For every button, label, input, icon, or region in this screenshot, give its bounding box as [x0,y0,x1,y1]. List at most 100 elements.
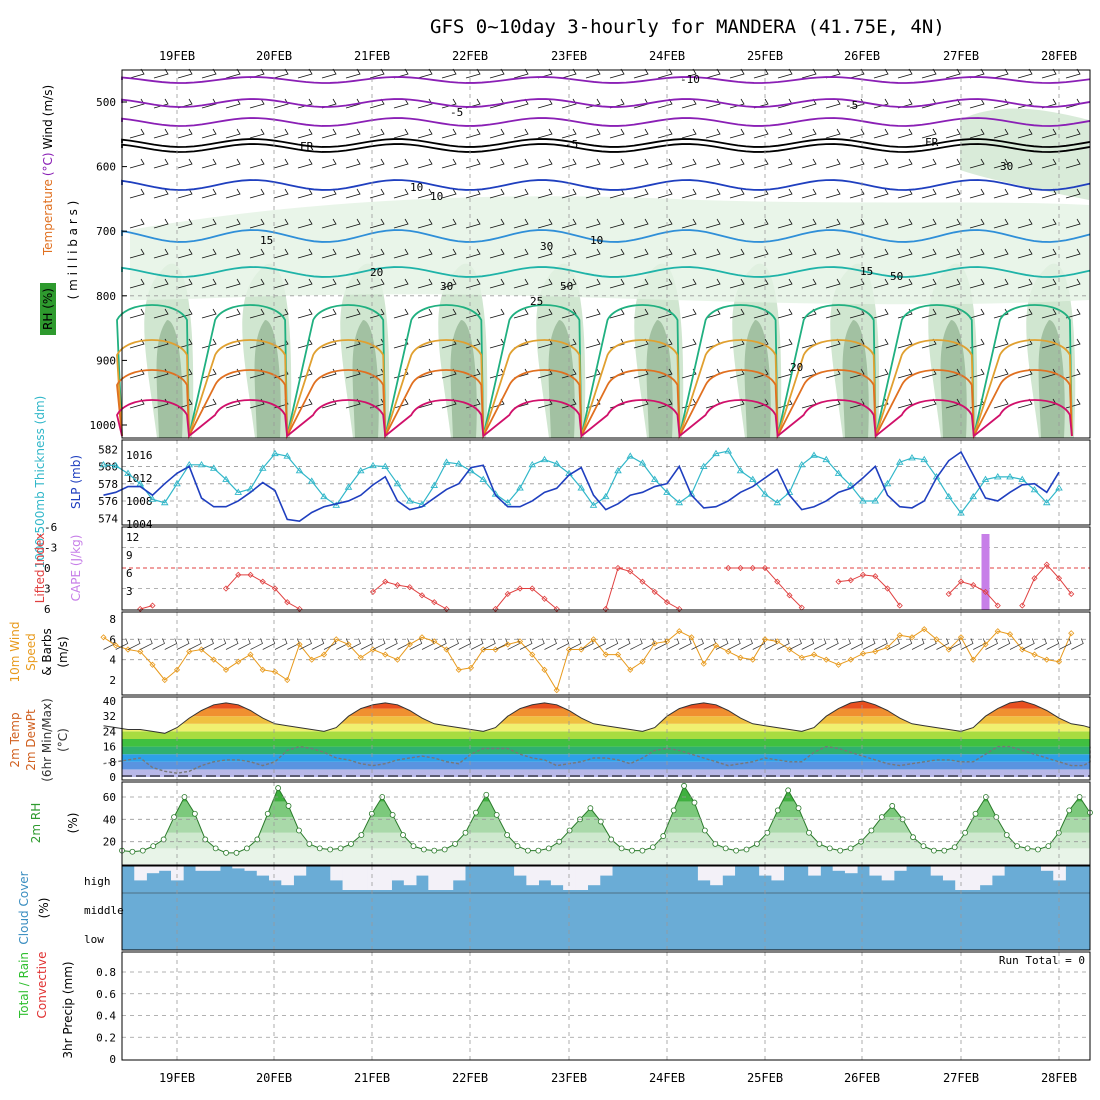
wind-barb [345,68,361,79]
wind-barb [729,128,745,139]
wind-barb [201,68,217,79]
isotherm-label: 20 [790,361,803,374]
wind-barb [393,218,409,229]
wind-barb [345,308,361,319]
top-date-label: 25FEB [747,49,783,63]
wind-barb [1041,278,1057,289]
wind-barb [273,128,289,139]
thickness-point [197,460,206,468]
wind-barb [417,188,433,199]
li-tick-label: -6 [44,521,57,534]
wind-barb [801,128,817,139]
wind-speed-point [957,634,965,641]
rh-point [171,814,177,820]
rh-legend-swatch [40,283,56,335]
wind-barb [1065,218,1081,229]
thickness-point [577,484,586,491]
wind-barb [537,98,553,109]
wind-speed-point [382,651,389,658]
li-point [247,571,254,578]
wind-barb [911,638,925,650]
wind-barb [801,278,817,289]
rh-point [941,847,948,854]
wind-barb [945,68,961,79]
wind-barb [1009,638,1023,650]
wind-barb [465,68,481,79]
thickness-tick-label: 574 [98,512,118,525]
wind-barb [369,308,385,319]
temp-band [122,769,1090,777]
diurnal-isotherm [116,399,1073,438]
wind-speed-point [847,656,854,663]
wind-barb [1041,218,1057,229]
wind-barb [164,638,178,650]
isotherm-label: -5 [450,106,463,119]
wind-speed-point [222,666,230,673]
wind-barb [409,638,423,650]
wind-barb [297,98,313,109]
wind-barb [537,158,553,169]
wind-speed-point [627,666,634,673]
wind-barb [1017,158,1033,169]
wind-barb [297,128,313,139]
wind-barb [777,278,793,289]
run-total-label: Run Total = 0 [999,954,1085,967]
wind-barb [921,248,937,259]
wind-barb [201,308,217,319]
cloud-high-gap [403,866,417,886]
wind-barb [297,218,313,229]
wind-barb [297,338,313,349]
rh-ylabel: RH (%) [41,288,55,330]
li-point [504,590,511,598]
y-tick-label: 900 [96,354,116,367]
wind-barb [513,218,529,229]
wind-barb [393,98,409,109]
thickness-point [271,449,279,457]
wind-speed-point [774,638,781,645]
thickness-point [479,475,488,482]
wind-barb [849,248,865,259]
wind-barb [993,98,1009,109]
wind-barb [609,278,625,289]
wind-barb [681,128,697,139]
rh-point [868,827,875,834]
rh-point [639,847,646,854]
li-point [529,585,536,592]
wind-barb [250,638,263,650]
wind-barb [948,638,962,650]
thickness-point [675,498,684,506]
rh-point [275,785,282,791]
wind-barb [249,98,265,109]
li-point [761,564,769,572]
rh-point [826,845,833,852]
wind-barb [1034,638,1047,650]
thickness-point [736,466,745,474]
li-point [847,577,854,584]
wind-speed-point [186,648,193,655]
wind-barb [201,188,217,199]
wind-barb [532,638,545,650]
rh-band [122,848,1090,864]
wind-barb [177,218,193,229]
wind-barb [489,188,505,199]
isotherm-label: 25 [530,295,543,308]
wind-barb [537,308,553,319]
wind-barb [666,638,680,650]
wind-barb [489,218,505,229]
rh-point [1066,807,1073,814]
isotherm [121,179,1091,191]
rh-label: 30 [540,240,553,253]
cloud-high-gap [1053,866,1066,881]
wind-speed-point [749,656,756,663]
thickness-point [540,455,549,463]
thickness-point [344,483,353,490]
wind-speed-point [908,634,916,641]
cloud-level-label: high [84,875,111,888]
slp-series-line [103,450,1060,522]
wind-barb [585,248,601,259]
wind-barb [537,128,553,139]
wind-barb [681,308,697,319]
wind-barb [969,218,985,229]
thickness-point [724,447,733,454]
wind-barb [369,278,385,289]
